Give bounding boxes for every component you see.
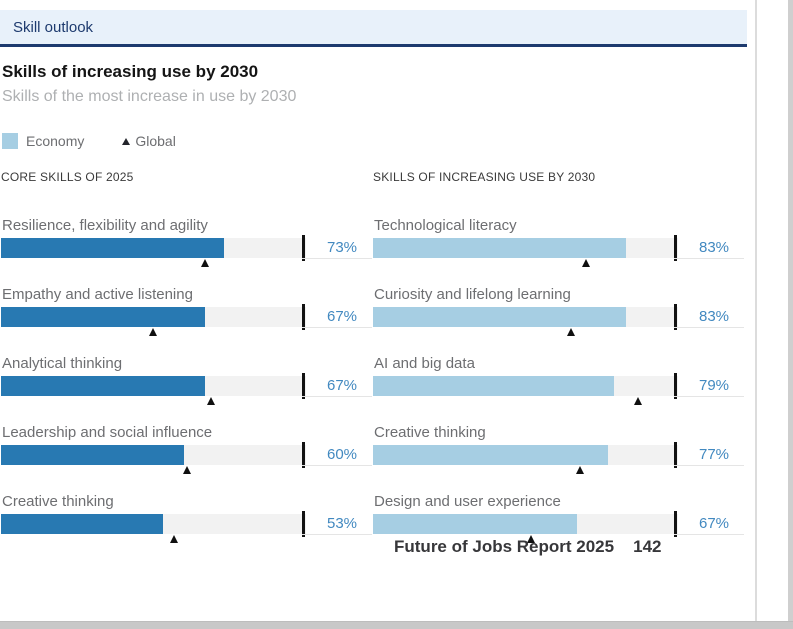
- axis-end-tick: [302, 442, 305, 468]
- economy-value-label: 67%: [326, 377, 358, 394]
- axis-end-tick: [302, 235, 305, 261]
- economy-bar: [373, 238, 626, 258]
- figure-subtitle: Skills of the most increase in use by 20…: [2, 88, 297, 105]
- tab-label: Skill outlook: [13, 18, 94, 36]
- economy-bar: [1, 445, 184, 465]
- economy-value-label: 77%: [698, 446, 730, 463]
- axis-end-tick: [674, 235, 677, 261]
- economy-swatch-icon: [2, 133, 18, 149]
- economy-bar: [1, 307, 205, 327]
- global-triangle-icon: [122, 137, 131, 145]
- economy-value-label: 67%: [326, 308, 358, 325]
- legend-global-label: Global: [135, 133, 176, 149]
- global-marker: [633, 397, 642, 405]
- legend-economy-label: Economy: [26, 133, 85, 149]
- axis-end-tick: [302, 511, 305, 537]
- global-marker: [200, 259, 209, 267]
- global-marker: [582, 259, 590, 267]
- economy-bar: [373, 376, 614, 396]
- economy-value-label: 83%: [698, 239, 730, 256]
- row-underline: [674, 258, 744, 259]
- window-border-right: [788, 0, 793, 629]
- global-marker: [566, 328, 575, 336]
- page-edge-divider: [755, 0, 757, 622]
- window-border-bottom: [0, 621, 793, 629]
- row-underline: [674, 396, 744, 397]
- axis-end-tick: [674, 304, 677, 330]
- global-marker: [575, 466, 584, 474]
- economy-bar: [1, 238, 224, 258]
- skill-outlook-tab[interactable]: Skill outlook: [0, 10, 747, 47]
- economy-bar: [373, 514, 577, 534]
- chart-legend: Economy Global: [2, 133, 176, 149]
- skill-label: Analytical thinking: [2, 355, 123, 372]
- skill-label: Design and user experience: [374, 493, 561, 510]
- skill-label: Creative thinking: [2, 493, 114, 510]
- row-underline: [302, 465, 372, 466]
- economy-value-label: 83%: [698, 308, 730, 325]
- economy-value-label: 60%: [326, 446, 358, 463]
- row-underline: [674, 327, 744, 328]
- economy-value-label: 73%: [326, 239, 358, 256]
- row-underline: [302, 327, 372, 328]
- skill-label: Empathy and active listening: [2, 286, 193, 303]
- global-marker: [182, 466, 191, 474]
- skill-label: Creative thinking: [374, 424, 486, 441]
- axis-end-tick: [302, 373, 305, 399]
- row-underline: [302, 258, 372, 259]
- page-number: 142: [633, 537, 662, 556]
- skill-label: Curiosity and lifelong learning: [374, 286, 571, 303]
- global-marker: [527, 535, 536, 543]
- economy-bar: [373, 307, 626, 327]
- axis-end-tick: [674, 442, 677, 468]
- global-marker: [206, 397, 215, 405]
- column-header: CORE SKILLS OF 2025: [1, 170, 134, 184]
- figure-title: Skills of increasing use by 2030: [2, 62, 259, 81]
- row-underline: [674, 534, 744, 535]
- row-underline: [302, 396, 372, 397]
- economy-value-label: 53%: [326, 515, 358, 532]
- axis-end-tick: [302, 304, 305, 330]
- global-marker: [149, 328, 157, 336]
- economy-value-label: 67%: [698, 515, 730, 532]
- skill-label: Leadership and social influence: [2, 424, 213, 441]
- axis-end-tick: [674, 511, 677, 537]
- skill-label: AI and big data: [374, 355, 475, 372]
- row-underline: [302, 534, 372, 535]
- skill-label: Resilience, flexibility and agility: [2, 217, 208, 234]
- economy-bar: [1, 514, 163, 534]
- row-underline: [674, 465, 744, 466]
- skill-label: Technological literacy: [374, 217, 517, 234]
- axis-end-tick: [674, 373, 677, 399]
- economy-bar: [373, 445, 608, 465]
- economy-value-label: 79%: [698, 377, 730, 394]
- global-marker: [170, 535, 179, 543]
- report-title: Future of Jobs Report 2025: [394, 537, 615, 556]
- page-footer: Future of Jobs Report 2025 142: [394, 537, 661, 557]
- economy-bar: [1, 376, 205, 396]
- column-header: SKILLS OF INCREASING USE BY 2030: [373, 170, 596, 184]
